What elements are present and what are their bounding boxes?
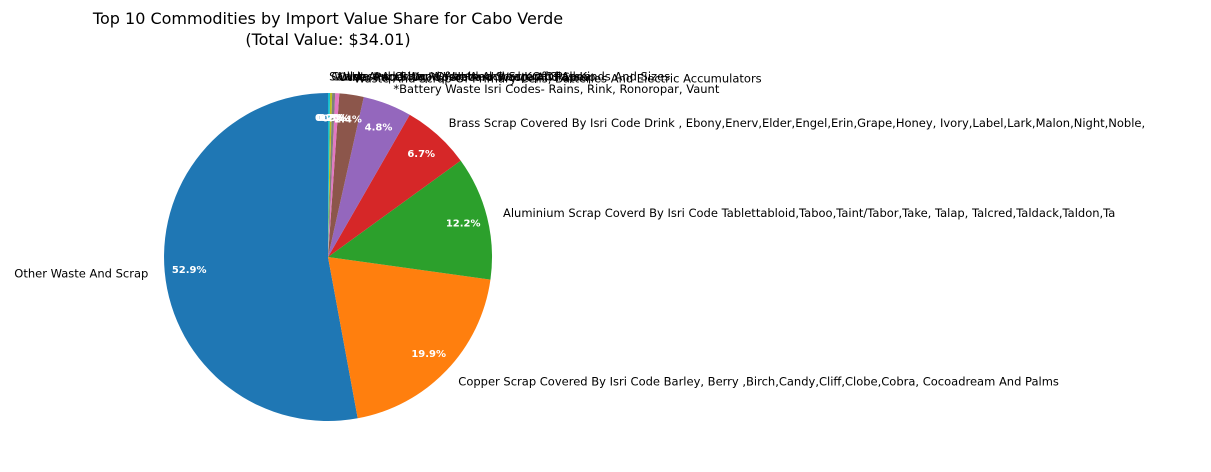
percent-label-9: 0.2% (315, 113, 343, 124)
slice-label-9: Sawdust And Wood Waste And Scrap Of All … (329, 70, 670, 84)
slice-label-8: Cullet And Other Waste And Scrap Of Glas… (331, 70, 580, 84)
percent-label-0: 52.9% (172, 265, 207, 276)
slice-label-3: Brass Scrap Covered By Isri Code Drink ,… (449, 116, 1146, 130)
chart-title: Top 10 Commodities by Import Value Share… (92, 9, 563, 28)
percent-labels: 52.9%19.9%12.2%6.7%4.8%2.4%0.4%0.3%0.2%0… (172, 113, 481, 360)
chart-subtitle: (Total Value: $34.01) (245, 30, 410, 49)
pie-slice-5 (328, 93, 364, 257)
pie-slice-6 (328, 93, 340, 257)
percent-label-6: 0.4% (322, 113, 350, 124)
pie-slice-3 (328, 114, 461, 257)
pie-slice-1 (328, 257, 491, 419)
pie-slices (164, 92, 493, 421)
pie-slice-4 (328, 96, 410, 257)
pie-slice-8 (328, 93, 333, 257)
percent-label-1: 19.9% (411, 349, 446, 360)
percent-label-2: 12.2% (446, 219, 481, 230)
slice-label-6: Other Paper Or Paperboard Waste And Scra… (338, 70, 595, 84)
pie-slice-2 (328, 160, 493, 280)
percent-label-8: 0.2% (317, 113, 345, 124)
slice-label-1: Copper Scrap Covered By Isri Code Barley… (458, 375, 1059, 389)
slice-labels: Other Waste And Scrap Copper Scrap Covere… (14, 70, 1145, 389)
percent-label-5: 2.4% (334, 115, 362, 126)
percent-label-3: 6.7% (407, 149, 435, 160)
slice-label-2: Aluminium Scrap Coverd By Isri Code Tabl… (503, 206, 1115, 220)
pie-slice-9 (328, 92, 331, 257)
slice-label-5: Waste And Scrap Of Primary Cells, Batter… (354, 72, 762, 86)
pie-slice-7 (328, 93, 336, 257)
percent-label-7: 0.3% (319, 113, 347, 124)
slice-label-7: Waste And Scrap Of Unbleached Kraft Pape… (334, 70, 588, 84)
percent-label-4: 4.8% (365, 123, 393, 134)
slice-label-4: *Battery Waste Isri Codes- Rains, Rink, … (393, 82, 719, 96)
slice-label-0: Other Waste And Scrap (14, 266, 148, 280)
pie-slice-0 (164, 93, 358, 421)
